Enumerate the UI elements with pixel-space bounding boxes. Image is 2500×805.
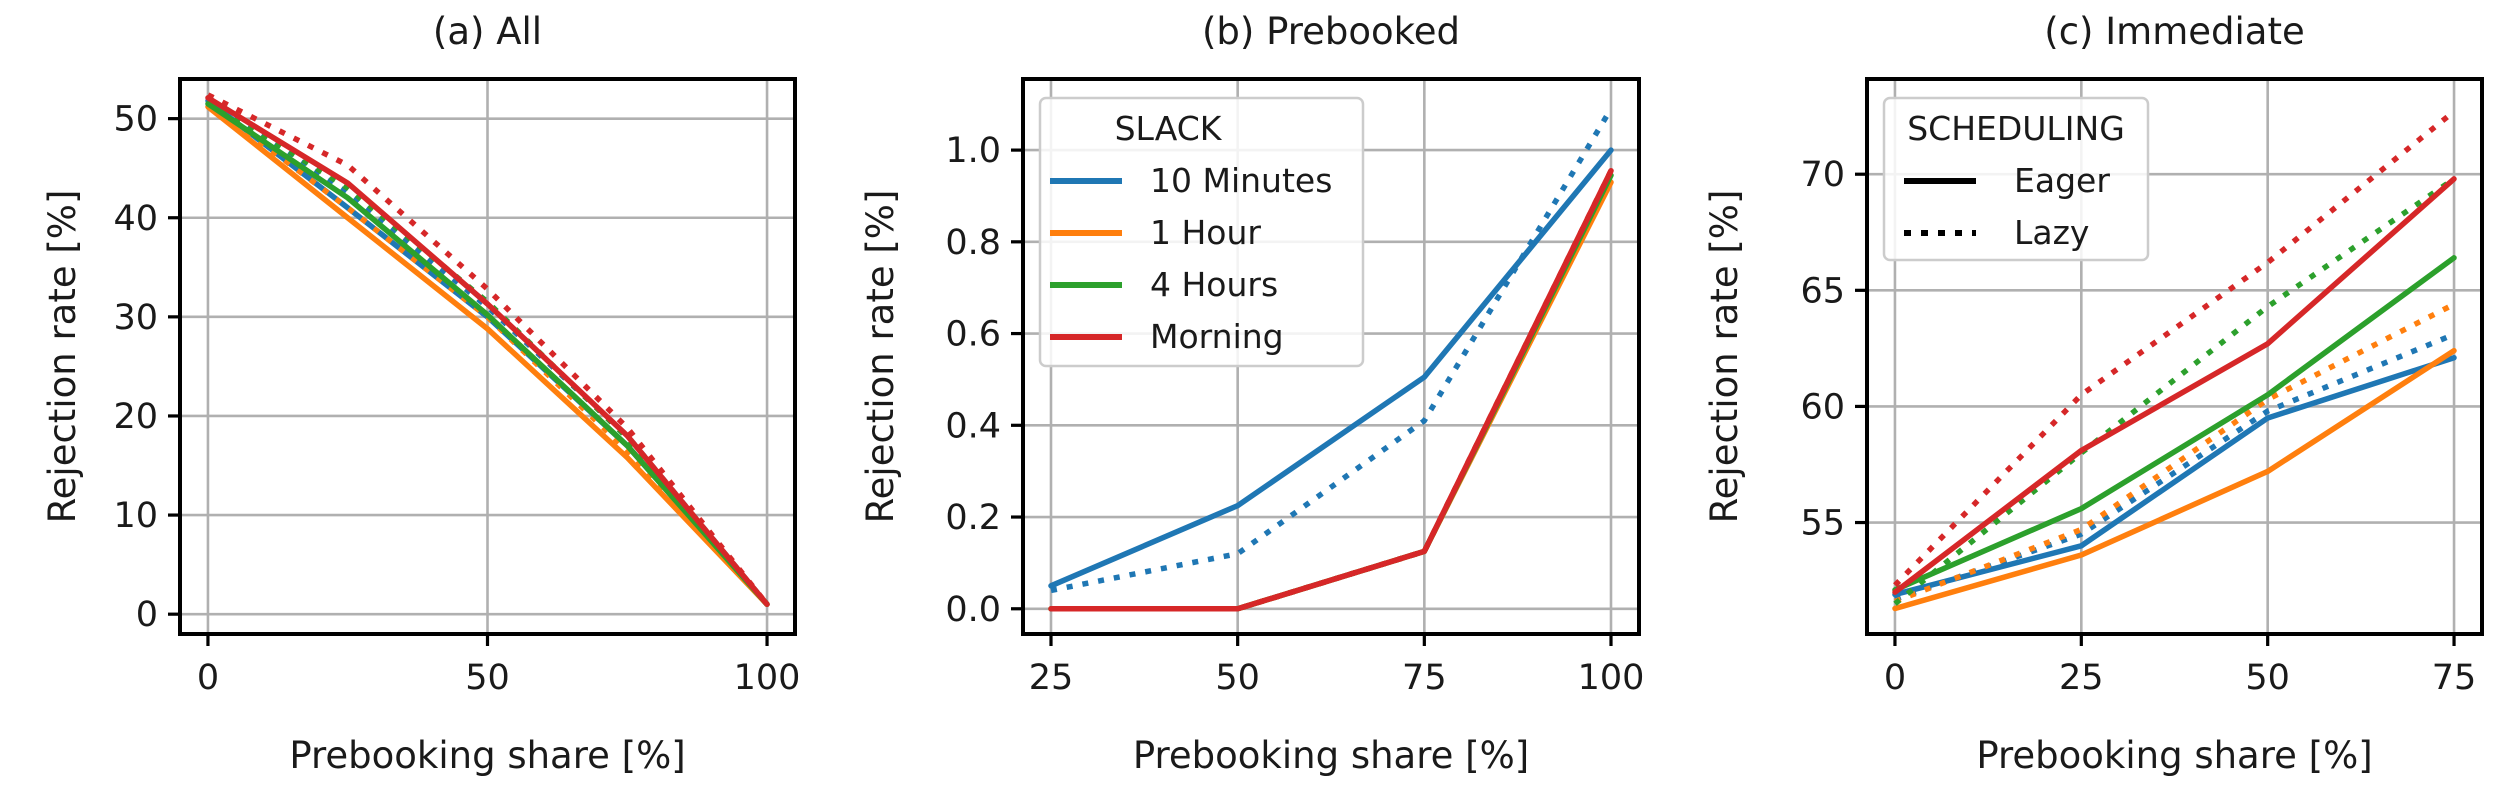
series-line-1-hour-eager: [205, 104, 770, 608]
y-tick-label: 50: [113, 100, 158, 140]
y-axis-label: Rejection rate [%]: [1703, 190, 1746, 524]
legend-box: [1882, 96, 2150, 262]
y-tick-label: 70: [1800, 155, 1845, 195]
series-line-4-hours-eager: [1892, 255, 2457, 593]
legend-label: Morning: [1150, 317, 1284, 356]
y-tick-label: 0: [136, 595, 158, 635]
x-tick-label: 75: [2432, 658, 2477, 698]
y-tick-label: 10: [113, 496, 158, 536]
series-line-morning-lazy: [1893, 109, 2456, 588]
axes-frame: [1865, 77, 2484, 636]
legend-label: 1 Hour: [1150, 213, 1261, 252]
legend-label: 10 Minutes: [1150, 161, 1332, 200]
chart-title: (c) Immediate: [2044, 10, 2304, 53]
legend-title: SCHEDULING: [1907, 109, 2125, 148]
panel-2: 25 50 75 100 0.0 0.2 0.4 0.6 0.8 1.0 (b) Prebooked…: [859, 10, 1644, 777]
x-axis-label: Prebooking share [%]: [1976, 734, 2372, 777]
y-tick-label: 0.2: [945, 498, 1001, 538]
panel-1: 0 50 100 0 10 20 30 40 50 (a) All Prebooking share…: [41, 10, 800, 777]
x-tick-label: 50: [2245, 658, 2290, 698]
series-line-morning-lazy: [1051, 169, 1614, 612]
y-tick-label: 20: [113, 397, 158, 437]
x-tick-label: 50: [1215, 658, 1260, 698]
y-tick-label: 0.6: [945, 315, 1001, 355]
x-tick-label: 100: [734, 658, 801, 698]
series-line-4-hours-eager: [205, 101, 770, 608]
x-axis-label: Prebooking share [%]: [1133, 734, 1529, 777]
panel-3: 0 25 50 75 55 60 65 70 (c) Immediate Prebooking s…: [1703, 10, 2484, 777]
y-tick-label: 55: [1800, 504, 1845, 544]
y-tick-label: 1.0: [945, 131, 1001, 171]
legend: SCHEDULING Eager Lazy: [1882, 96, 2150, 262]
series-line-10-minutes-lazy: [1050, 107, 1614, 594]
series-line-morning-eager: [205, 95, 770, 608]
x-tick-label: 75: [1402, 658, 1447, 698]
legend-label: 4 Hours: [1150, 265, 1278, 304]
x-tick-label: 50: [465, 658, 510, 698]
chart-title: (a) All: [433, 10, 542, 53]
series-line-1-hour-eager: [1892, 347, 2457, 612]
series-group: [205, 92, 770, 608]
x-tick-label: 25: [1029, 658, 1074, 698]
series-line-10-minutes-lazy: [1894, 331, 2456, 602]
series-line-10-minutes-eager: [1048, 147, 1614, 589]
x-tick-label: 0: [1884, 658, 1906, 698]
legend-label: Eager: [2014, 161, 2110, 200]
y-tick-label: 30: [113, 298, 158, 338]
y-tick-label: 0.0: [945, 590, 1001, 630]
y-axis-label: Rejection rate [%]: [859, 190, 902, 524]
series-group: [1892, 109, 2457, 612]
y-tick-label: 0.8: [945, 223, 1001, 263]
legend-label: Lazy: [2014, 213, 2089, 252]
x-tick-label: 100: [1578, 658, 1645, 698]
legend-title: SLACK: [1115, 109, 1223, 148]
series-group: [1048, 107, 1614, 612]
series-line-1-hour-lazy: [1894, 301, 2456, 605]
legend-box: [1038, 96, 1365, 368]
y-tick-label: 60: [1800, 387, 1845, 427]
x-tick-label: 25: [2059, 658, 2104, 698]
y-tick-label: 65: [1800, 271, 1845, 311]
y-tick-label: 40: [113, 199, 158, 239]
axes-frame: [1021, 77, 1641, 636]
x-tick-label: 0: [197, 658, 219, 698]
x-axis-label: Prebooking share [%]: [289, 734, 685, 777]
y-axis-label: Rejection rate [%]: [41, 190, 84, 524]
series-line-morning-eager: [1892, 176, 2457, 595]
series-line-10-minutes-eager: [1892, 354, 2457, 598]
chart-title: (b) Prebooked: [1202, 10, 1460, 53]
y-tick-label: 0.4: [945, 406, 1001, 446]
legend: SLACK 10 Minutes 1 Hour 4 Hours Morning: [1038, 96, 1365, 368]
